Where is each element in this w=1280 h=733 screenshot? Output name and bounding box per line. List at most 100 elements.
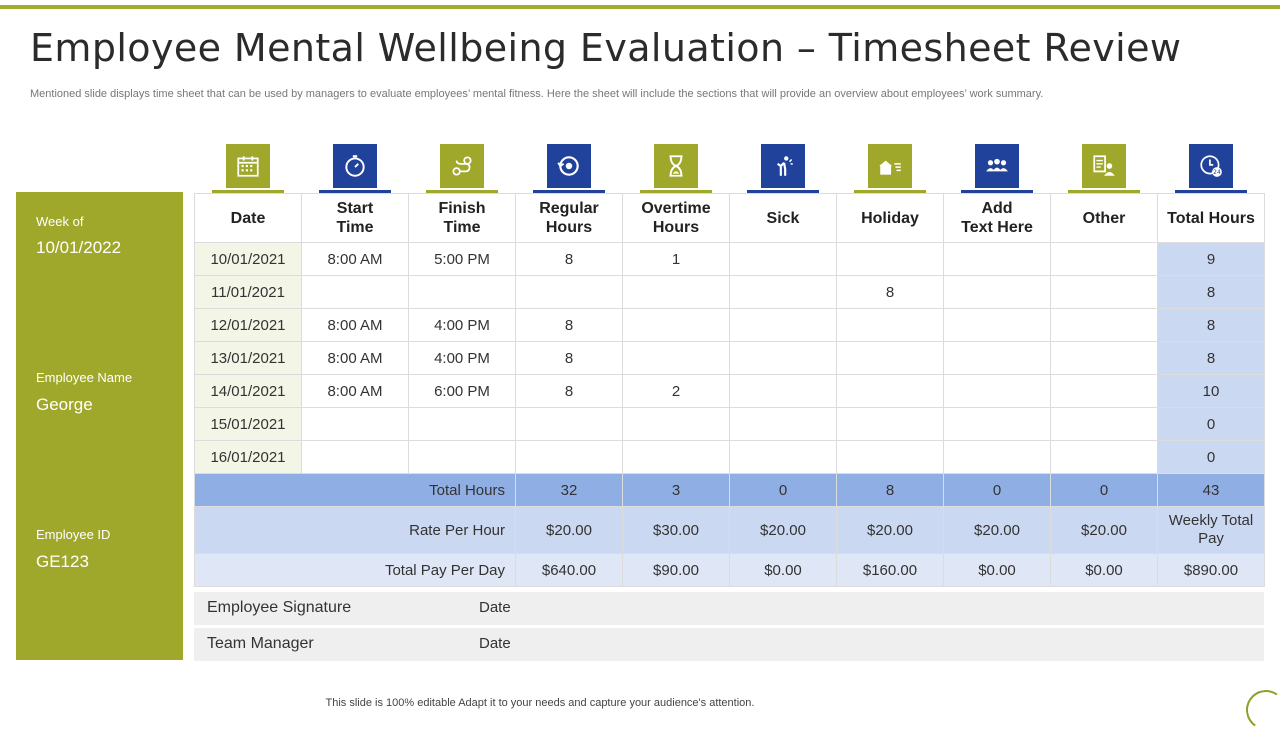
column-header-line1: Other (1082, 209, 1126, 227)
corner-decoration (1242, 686, 1280, 733)
table-cell: 8 (515, 242, 623, 276)
total-hours-cell: 8 (1157, 275, 1265, 309)
table-cell (943, 275, 1051, 309)
total-hours-cell: 0 (1157, 440, 1265, 474)
icon-underline (211, 190, 284, 193)
table-cell (408, 275, 516, 309)
table-row: 15/01/2021 0 (194, 407, 1265, 441)
table-row: 11/01/2021 8 8 (194, 275, 1265, 309)
table-cell: 8:00 AM (301, 242, 409, 276)
table-cell: 4:00 PM (408, 341, 516, 375)
total-hours-cell: 0 (1157, 407, 1265, 441)
column-header-line2: Time (443, 219, 481, 236)
column-header: Holiday (836, 193, 944, 243)
table-cell: 8:00 AM (301, 341, 409, 375)
table-cell (1050, 341, 1158, 375)
sick-person-icon (760, 144, 805, 188)
rate-value: $20.00 (729, 506, 837, 554)
holiday-icon (867, 144, 912, 188)
column-header-line1: Overtime (641, 200, 711, 217)
column-header-line1: Add (981, 200, 1013, 217)
table-cell (515, 275, 623, 309)
table-cell (1050, 440, 1158, 474)
calendar-icon (225, 144, 270, 188)
column-header: Finish Time (408, 193, 516, 243)
table-cell (301, 407, 409, 441)
total-hours-value: 0 (943, 473, 1051, 507)
table-cell (515, 407, 623, 441)
column-header: Total Hours (1157, 193, 1265, 243)
total-hours-cell: 8 (1157, 308, 1265, 342)
table-cell: 5:00 PM (408, 242, 516, 276)
column-header: Overtime Hours (622, 193, 730, 243)
table-cell: 8:00 AM (301, 308, 409, 342)
total-hours-cell: 10 (1157, 374, 1265, 408)
table-cell: 8 (836, 275, 944, 309)
total-hours-row: Total Hours 32 3 0 8 0 0 43 (194, 473, 1265, 507)
table-cell (1050, 275, 1158, 309)
table-cell (622, 407, 730, 441)
table-cell (836, 242, 944, 276)
column-header-line2: Text Here (961, 219, 1033, 236)
column-header-line1: Holiday (861, 209, 919, 227)
table-cell: 1 (622, 242, 730, 276)
column-header-line1: Finish (438, 200, 486, 217)
rate-per-hour-label: Rate Per Hour (194, 506, 516, 554)
table-cell (408, 407, 516, 441)
icon-underline (853, 190, 926, 193)
table-cell (943, 341, 1051, 375)
column-header: Other (1050, 193, 1158, 243)
rate-value: $20.00 (1050, 506, 1158, 554)
pay-value: $0.00 (1050, 553, 1158, 587)
team-icon (974, 144, 1019, 188)
table-cell: 4:00 PM (408, 308, 516, 342)
table-cell (515, 440, 623, 474)
table-cell (836, 440, 944, 474)
table-cell (622, 440, 730, 474)
table-cell (836, 308, 944, 342)
table-cell (943, 407, 1051, 441)
total-hours-cell: 8 (1157, 341, 1265, 375)
footer-note: This slide is 100% editable Adapt it to … (325, 697, 755, 709)
table-row: 16/01/2021 0 (194, 440, 1265, 474)
table-cell (943, 440, 1051, 474)
pay-value: $0.00 (943, 553, 1051, 587)
column-header: Date (194, 193, 302, 243)
table-cell (729, 275, 837, 309)
pay-value: $640.00 (515, 553, 623, 587)
icon-underline (425, 190, 498, 193)
column-header-line1: Start (336, 200, 374, 217)
svg-text:24: 24 (1213, 169, 1221, 176)
column-header-line1: Date (230, 209, 266, 227)
table-row: 13/01/2021 8:00 AM 4:00 PM 8 8 (194, 341, 1265, 375)
total-hours-label: Total Hours (194, 473, 516, 507)
table-cell: 8 (515, 341, 623, 375)
table-cell (622, 341, 730, 375)
total-hours-value: 43 (1157, 473, 1265, 507)
table-cell (729, 374, 837, 408)
table-cell (1050, 374, 1158, 408)
table-cell (622, 275, 730, 309)
total-hours-value: 0 (729, 473, 837, 507)
table-cell (836, 407, 944, 441)
column-header: Regular Hours (515, 193, 623, 243)
table-cell: 6:00 PM (408, 374, 516, 408)
column-header-line2: Time (336, 219, 374, 236)
date-cell: 13/01/2021 (194, 341, 302, 375)
table-cell (729, 242, 837, 276)
icon-underline (1067, 190, 1140, 193)
rate-value: $20.00 (836, 506, 944, 554)
total-pay-per-day-row: Total Pay Per Day $640.00 $90.00 $0.00 $160.… (194, 553, 1265, 587)
table-cell: 8:00 AM (301, 374, 409, 408)
table-cell (836, 374, 944, 408)
table-cell (943, 308, 1051, 342)
icon-underline (960, 190, 1033, 193)
table-cell (301, 440, 409, 474)
employee-name-value: George (36, 395, 93, 414)
table-cell (1050, 308, 1158, 342)
column-header: Start Time (301, 193, 409, 243)
column-header: Add Text Here (943, 193, 1051, 243)
table-row: 10/01/2021 8:00 AM 5:00 PM 8 1 9 (194, 242, 1265, 276)
team-manager-label: Team Manager (207, 635, 314, 652)
column-header-line1: Total Hours (1167, 209, 1255, 227)
